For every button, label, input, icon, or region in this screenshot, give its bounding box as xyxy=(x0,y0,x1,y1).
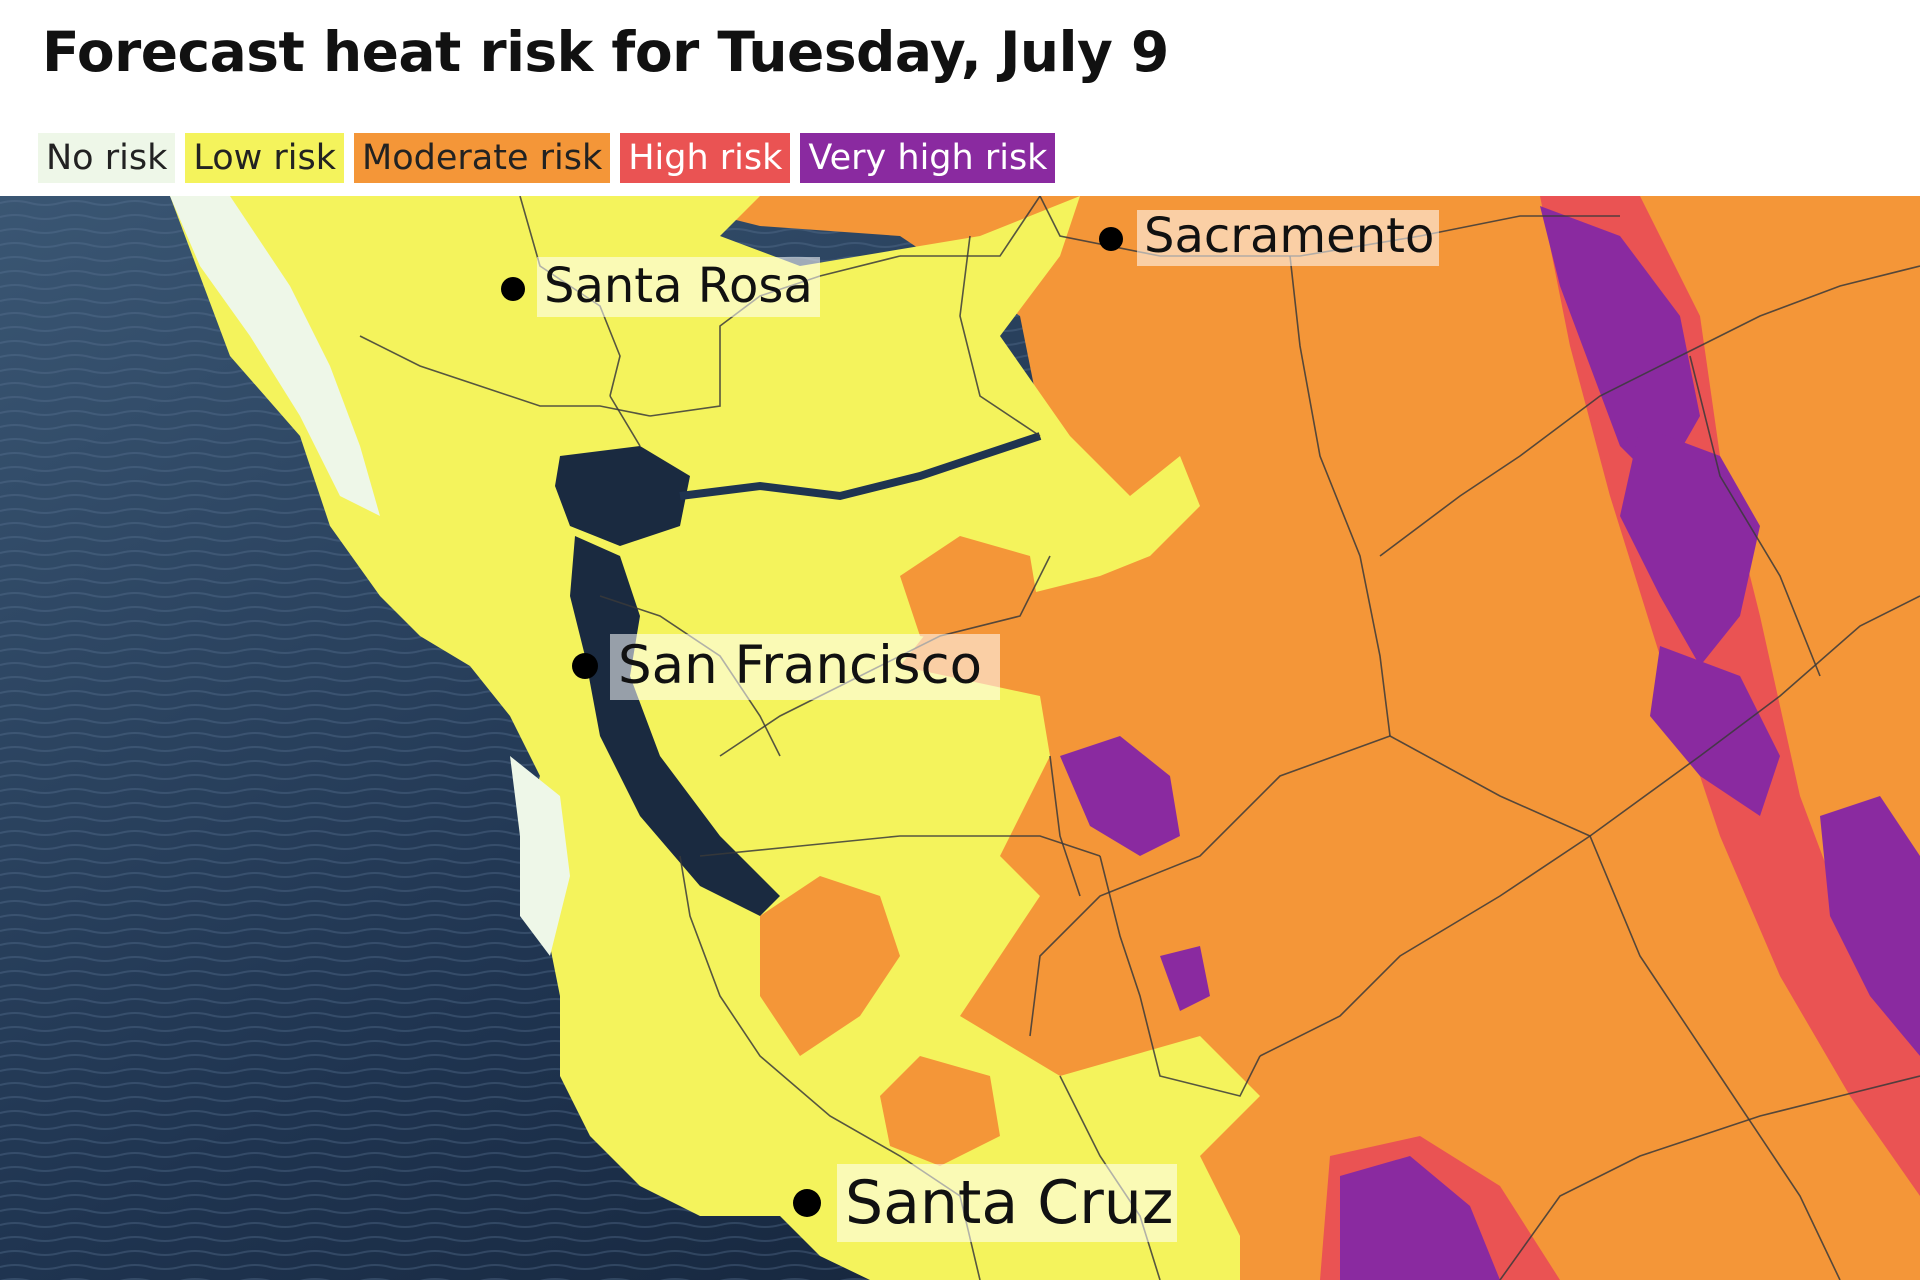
city-santa-rosa[interactable]: Santa Rosa xyxy=(501,257,820,317)
moderate-patch-central xyxy=(900,536,1040,646)
low-risk-zone xyxy=(170,196,1260,1280)
moderate-patch-interior xyxy=(880,1056,1000,1166)
map-canvas: Sacramento Santa Rosa San Francisco Sant… xyxy=(0,196,1920,1280)
map-header: Forecast heat risk for Tuesday, July 9 N… xyxy=(0,0,1920,196)
very-high-risk-e1 xyxy=(1620,426,1760,666)
very-high-risk-ne xyxy=(1540,206,1700,486)
very-high-risk-south xyxy=(1340,1156,1500,1280)
city-marker-santa-rosa xyxy=(501,277,525,301)
city-label-san-francisco: San Francisco xyxy=(618,635,982,696)
legend-very-high-risk: Very high risk xyxy=(800,133,1056,183)
moderate-patch-south xyxy=(760,876,900,1056)
city-san-francisco[interactable]: San Francisco xyxy=(572,634,1000,700)
heat-risk-legend: No risk Low risk Moderate risk High risk… xyxy=(38,133,1056,183)
san-francisco-bay xyxy=(570,536,780,916)
legend-low-risk: Low risk xyxy=(185,133,345,183)
city-marker-santa-cruz xyxy=(793,1189,821,1217)
city-label-bg-santa-rosa xyxy=(537,257,820,317)
no-risk-coast-sf xyxy=(510,756,570,956)
city-label-bg-santa-cruz xyxy=(837,1164,1177,1242)
city-label-bg-sacramento xyxy=(1137,210,1439,266)
city-marker-sacramento xyxy=(1099,227,1123,251)
city-santa-cruz[interactable]: Santa Cruz xyxy=(793,1164,1177,1242)
very-high-risk-e2 xyxy=(1650,646,1780,816)
heat-risk-map[interactable]: Sacramento Santa Rosa San Francisco Sant… xyxy=(0,196,1920,1280)
legend-high-risk: High risk xyxy=(620,133,791,183)
city-label-santa-rosa: Santa Rosa xyxy=(544,258,813,314)
city-label-bg-san-francisco xyxy=(610,634,1000,700)
very-high-risk-e3 xyxy=(1820,796,1920,1056)
delta-waterway xyxy=(679,432,1042,501)
legend-no-risk: No risk xyxy=(38,133,176,183)
san-pablo-bay xyxy=(555,446,690,546)
no-risk-coast-north xyxy=(170,196,380,516)
city-sacramento[interactable]: Sacramento xyxy=(1099,208,1439,266)
very-high-risk-small xyxy=(1160,946,1210,1011)
city-label-santa-cruz: Santa Cruz xyxy=(845,1168,1173,1238)
city-label-sacramento: Sacramento xyxy=(1144,208,1434,264)
map-title: Forecast heat risk for Tuesday, July 9 xyxy=(42,20,1169,84)
very-high-risk-central xyxy=(1060,736,1180,856)
city-marker-san-francisco xyxy=(572,653,598,679)
legend-moderate-risk: Moderate risk xyxy=(354,133,611,183)
